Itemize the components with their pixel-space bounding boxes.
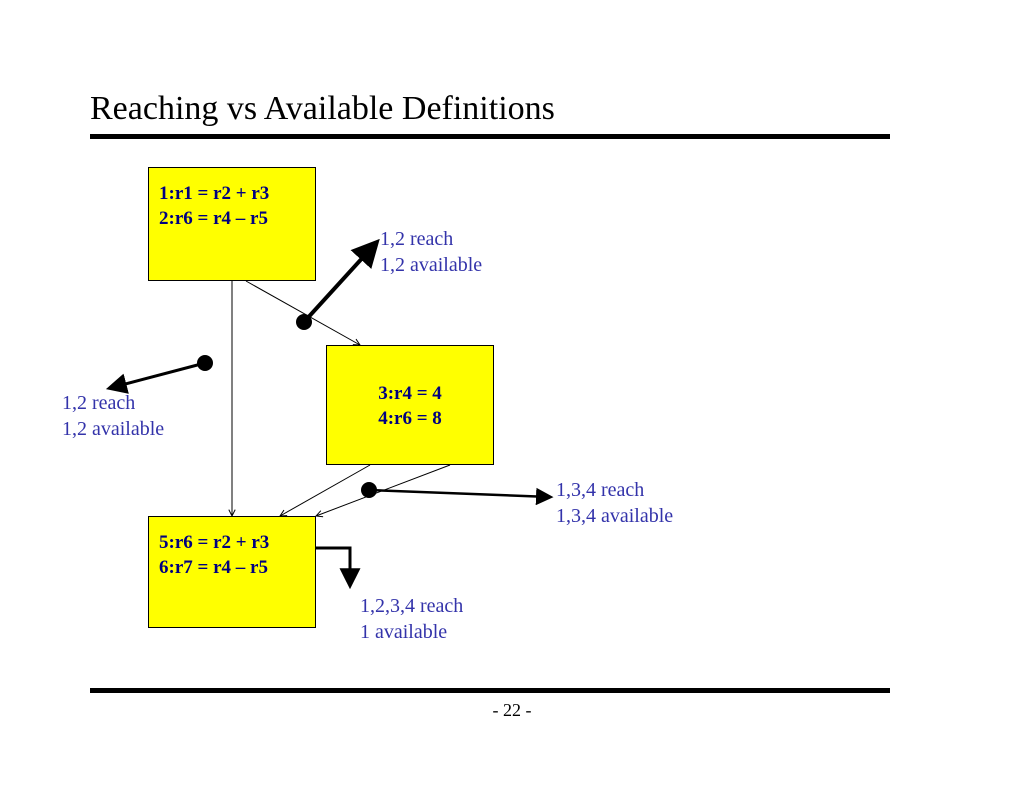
- flow-node-text: 3:r4 = 4 4:r6 = 8: [378, 382, 442, 431]
- pointer-dot: [296, 314, 312, 330]
- flow-edge: [316, 465, 450, 516]
- flow-node-n1: 1:r1 = r2 + r3 2:r6 = r4 – r5: [148, 167, 316, 281]
- flow-node-n2: 3:r4 = 4 4:r6 = 8: [326, 345, 494, 465]
- flow-edge: [280, 465, 370, 516]
- pointer-line: [369, 490, 550, 497]
- pointer-dot: [197, 355, 213, 371]
- footer-rule: [90, 688, 890, 693]
- flow-node-text: 1:r1 = r2 + r3 2:r6 = r4 – r5: [159, 182, 305, 231]
- annotation-a4: 1,2,3,4 reach 1 available: [360, 593, 463, 645]
- flow-node-text: 5:r6 = r2 + r3 6:r7 = r4 – r5: [159, 531, 305, 580]
- flow-node-n3: 5:r6 = r2 + r3 6:r7 = r4 – r5: [148, 516, 316, 628]
- pointer-dot: [361, 482, 377, 498]
- annotation-a1: 1,2 reach 1,2 available: [380, 226, 482, 278]
- pointer-line: [110, 363, 205, 388]
- diagram-canvas: 1:r1 = r2 + r3 2:r6 = r4 – r5 3:r4 = 4 4:…: [0, 0, 1024, 791]
- flow-edge: [246, 281, 360, 345]
- page-number: - 22 -: [0, 700, 1024, 721]
- annotation-a2: 1,2 reach 1,2 available: [62, 390, 164, 442]
- annotation-a3: 1,3,4 reach 1,3,4 available: [556, 477, 673, 529]
